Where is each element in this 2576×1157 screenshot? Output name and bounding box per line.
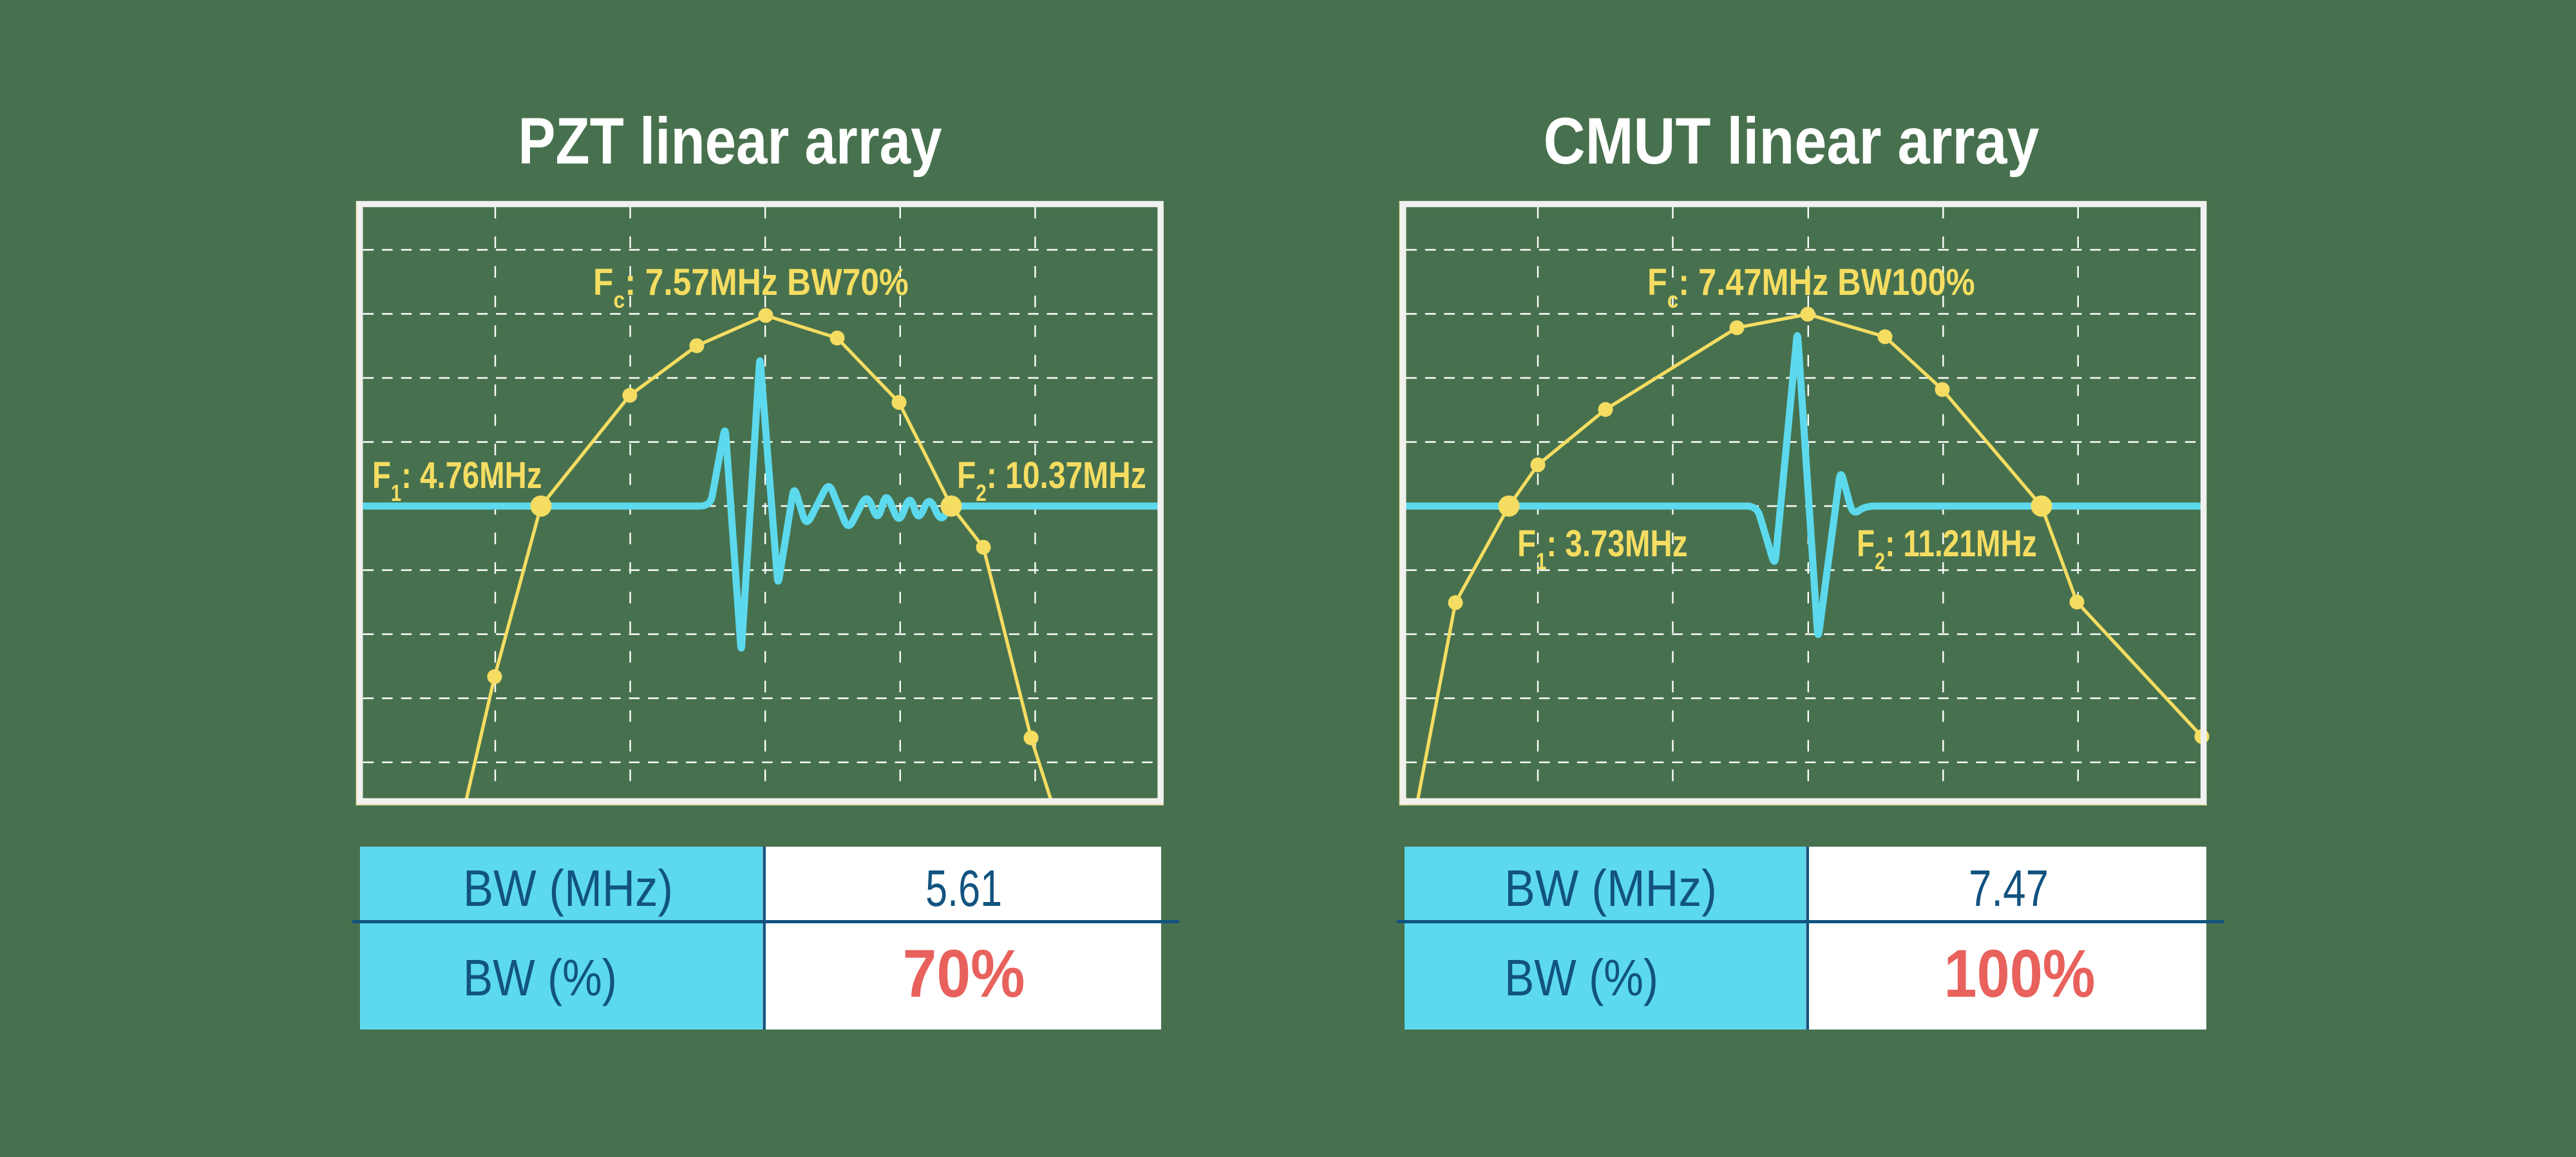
svg-text:70%: 70% [903, 936, 1025, 1011]
svg-text:BW (MHz): BW (MHz) [1504, 860, 1717, 917]
svg-text:5.61: 5.61 [925, 860, 1002, 917]
svg-text:F1: 3.73MHz: F1: 3.73MHz [1517, 523, 1687, 574]
svg-text:BW (%): BW (%) [463, 949, 617, 1006]
svg-text:F1: 4.76MHz: F1: 4.76MHz [372, 455, 542, 506]
svg-text:Fc: 7.57MHz BW70%: Fc: 7.57MHz BW70% [593, 261, 909, 313]
svg-text:100%: 100% [1944, 936, 2096, 1011]
svg-text:F2: 11.21MHz: F2: 11.21MHz [1857, 523, 2037, 574]
svg-text:BW (%): BW (%) [1504, 949, 1658, 1006]
svg-text:PZT linear array: PZT linear array [518, 104, 942, 178]
svg-text:Fc: 7.47MHz BW100%: Fc: 7.47MHz BW100% [1647, 261, 1975, 314]
svg-text:7.47: 7.47 [1969, 860, 2049, 917]
svg-text:BW (MHz): BW (MHz) [463, 860, 673, 917]
svg-text:F2: 10.37MHz: F2: 10.37MHz [957, 455, 1146, 506]
svg-text:CMUT linear array: CMUT linear array [1544, 104, 2040, 178]
